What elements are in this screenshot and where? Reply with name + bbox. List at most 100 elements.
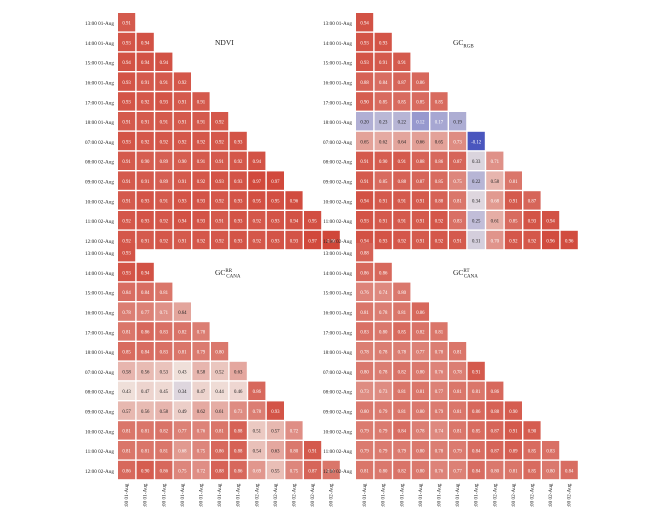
cell-value-label: 0.87 (453, 160, 462, 165)
heatmap-cell (118, 262, 136, 282)
heatmap-cell (211, 421, 229, 440)
cell-value-label: 0.53 (160, 370, 169, 375)
heatmap-cell (173, 112, 191, 131)
heatmap-cell (523, 191, 541, 210)
cell-value-label: 0.81 (141, 450, 150, 455)
heatmap-cell (285, 191, 303, 210)
heatmap-cell (173, 92, 191, 111)
heatmap-cell (304, 230, 322, 250)
cell-value-label: 0.81 (435, 331, 444, 336)
heatmap-cell (356, 460, 374, 480)
heatmap-cell (430, 191, 448, 210)
cell-value-label: 0.79 (360, 450, 369, 455)
cell-value-label: 0.79 (197, 351, 206, 356)
cell-value-label: 0.91 (360, 160, 369, 165)
panel-title: GCRR CANA (215, 268, 241, 280)
cell-value-label: 0.90 (509, 410, 518, 415)
column-label: 18:00 01-Aug (474, 483, 480, 507)
cell-value-label: 0.92 (234, 160, 243, 165)
heatmap-cell (173, 191, 191, 210)
cell-value-label: 0.89 (160, 160, 169, 165)
row-label: 08:00 02-Aug (85, 390, 114, 396)
heatmap-cell (136, 112, 154, 131)
heatmap-cell (467, 131, 485, 151)
heatmap-cell (356, 72, 374, 91)
cell-value-label: 0.93 (234, 220, 243, 225)
heatmap-cell (393, 361, 411, 381)
cell-value-label: 0.92 (215, 140, 224, 145)
column-label: 13:00 01-Aug (143, 483, 149, 507)
heatmap-cell (356, 243, 374, 262)
heatmap-cell (136, 282, 154, 301)
column-label: 14:00 01-Aug (161, 483, 167, 507)
heatmap-cell (393, 282, 411, 301)
cell-value-label: 0.97 (253, 180, 262, 185)
cell-value-label: 0.91 (453, 239, 462, 244)
cell-value-label: 0.58 (197, 370, 206, 375)
heatmap-cell (173, 72, 191, 91)
cell-value-label: 0.43 (122, 390, 131, 395)
cell-value-label: 0.90 (141, 469, 150, 474)
column-label: 10:00 02-Aug (310, 483, 316, 507)
cell-value-label: 0.85 (528, 469, 537, 474)
cell-value-label: 0.79 (453, 450, 462, 455)
row-label: 11:00 02-Aug (323, 449, 352, 455)
cell-value-label: 0.92 (528, 239, 537, 244)
cell-value-label: 0.92 (160, 239, 169, 244)
cell-value-label: 0.71 (491, 160, 500, 165)
heatmap-cell (504, 191, 522, 210)
heatmap-cell (248, 151, 266, 170)
cell-value-label: 0.81 (160, 450, 169, 455)
heatmap-cell (155, 460, 173, 480)
cell-value-label: 0.74 (435, 430, 444, 435)
heatmap-cell (248, 171, 266, 190)
row-label: 12:00 02-Aug (85, 469, 114, 475)
cell-value-label: 0.93 (379, 239, 388, 244)
heatmap-cell (155, 361, 173, 381)
row-label: 11:00 02-Aug (323, 219, 352, 225)
heatmap-cell (486, 151, 504, 170)
cell-value-label: 0.93 (360, 61, 369, 66)
heatmap-cell (229, 401, 247, 420)
heatmap-cell (486, 381, 504, 400)
cell-value-label: 0.76 (197, 430, 206, 435)
cell-value-label: 0.91 (509, 200, 518, 205)
panel-title: NDVI (215, 38, 234, 47)
cell-value-label: 0.91 (122, 22, 131, 27)
heatmap-cell (356, 52, 374, 71)
heatmap-cell (374, 460, 392, 480)
cell-value-label: 0.84 (141, 351, 150, 356)
heatmap-cell (411, 381, 429, 400)
heatmap-cell (173, 322, 191, 341)
heatmap-cell (374, 282, 392, 301)
cell-value-label: 0.91 (379, 200, 388, 205)
cell-value-label: 0.92 (253, 220, 262, 225)
heatmap-cell (136, 230, 154, 250)
heatmap-cell (467, 151, 485, 170)
cell-value-label: 0.94 (122, 61, 131, 66)
cell-value-label: 0.93 (160, 101, 169, 106)
heatmap-cell (229, 460, 247, 480)
cell-value-label: 0.84 (472, 450, 481, 455)
heatmap-cell (430, 361, 448, 381)
cell-value-label: 0.81 (327, 469, 336, 474)
cell-value-label: 0.80 (416, 450, 425, 455)
heatmap-cell (136, 302, 154, 321)
heatmap-cell (229, 230, 247, 250)
heatmap-cell (374, 322, 392, 341)
cell-value-label: 0.78 (435, 450, 444, 455)
heatmap-cell (229, 131, 247, 151)
cell-value-label: 0.92 (178, 81, 187, 86)
cell-value-label: 0.88 (360, 81, 369, 86)
cell-value-label: 0.61 (491, 220, 500, 225)
heatmap-cell (356, 421, 374, 440)
row-label: 11:00 02-Aug (85, 449, 114, 455)
cell-value-label: 0.93 (379, 41, 388, 46)
cell-value-label: 0.94 (141, 271, 150, 276)
heatmap-cell (393, 230, 411, 250)
heatmap-cell (136, 171, 154, 190)
cell-value-label: 0.54 (253, 450, 262, 455)
cell-value-label: 0.85 (435, 101, 444, 106)
heatmap-cell (118, 211, 136, 230)
